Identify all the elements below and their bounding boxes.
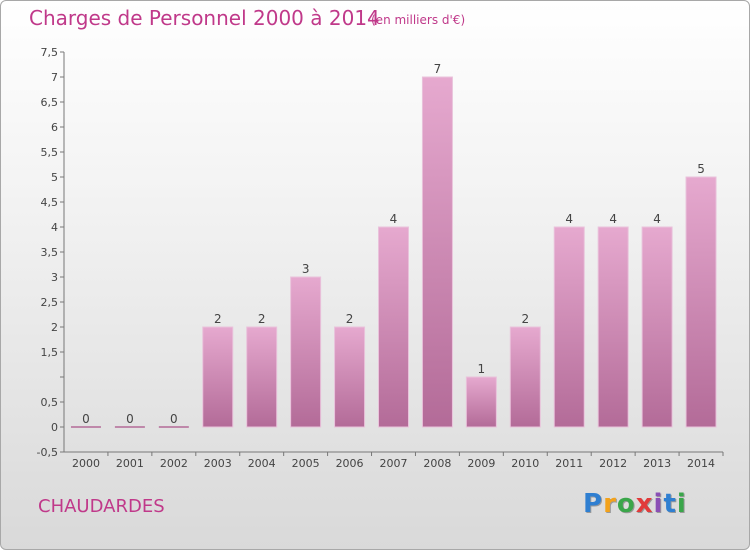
data-label: 0 [170, 412, 178, 426]
data-label: 3 [302, 262, 310, 276]
commune-name: CHAUDARDES [38, 496, 165, 517]
data-label: 0 [82, 412, 90, 426]
data-label: 4 [609, 212, 617, 226]
bar [509, 326, 541, 428]
y-tick-label: 6,5 [41, 96, 59, 109]
x-tick-label: 2004 [248, 457, 276, 470]
logo-letter: r [603, 489, 617, 519]
logo-letter: o [616, 489, 636, 519]
x-tick-label: 2013 [643, 457, 671, 470]
chart-title: Charges de Personnel 2000 à 2014 [29, 6, 380, 30]
proxiti-logo[interactable]: Proxiti [583, 489, 687, 519]
x-tick-label: 2002 [160, 457, 188, 470]
y-tick-label: 7 [51, 71, 58, 84]
logo-letter: t [663, 489, 677, 519]
x-tick-label: 2000 [72, 457, 100, 470]
y-tick-label: 6 [51, 121, 58, 134]
x-tick-label: 2008 [423, 457, 451, 470]
data-label: 4 [653, 212, 661, 226]
data-label: 1 [478, 362, 486, 376]
y-tick-label: 2 [51, 321, 58, 334]
logo-letter: x [635, 489, 654, 519]
y-tick-label: 0 [51, 421, 58, 434]
x-tick-label: 2003 [204, 457, 232, 470]
logo-letter: P [583, 489, 604, 519]
x-tick-label: 2009 [467, 457, 495, 470]
bar [641, 226, 673, 428]
data-label: 7 [434, 62, 442, 76]
chart-subtitle: (en milliers d'€) [371, 13, 466, 27]
bars [70, 76, 717, 428]
bar [685, 176, 717, 428]
y-axis: -0,5 0 0,5 1,5 2 2,5 3 3,5 4 4,5 5 5,5 6 6,5 7 7,5 [37, 46, 65, 459]
logo-letter: i [676, 489, 687, 519]
y-tick-label: 1,5 [41, 346, 59, 359]
bar [465, 376, 497, 428]
data-label: 5 [697, 162, 705, 176]
data-label: 2 [346, 312, 354, 326]
y-tick-label: 4 [51, 221, 58, 234]
bar [597, 226, 629, 428]
x-axis: 2000 2001 2002 2003 2004 2005 2006 2007 2008 2009… [64, 451, 724, 470]
x-tick-label: 2012 [599, 457, 627, 470]
y-tick-label: 7,5 [41, 46, 59, 59]
logo-letter: i [653, 489, 664, 519]
data-labels: 0 0 0 2 2 3 2 4 7 1 2 4 4 4 5 [82, 62, 705, 426]
data-label: 2 [214, 312, 222, 326]
y-tick-label: 0,5 [41, 396, 59, 409]
y-tick-label: 5,5 [41, 146, 59, 159]
bar [553, 226, 585, 428]
x-tick-label: 2005 [292, 457, 320, 470]
y-tick-label: 2,5 [41, 296, 59, 309]
x-tick-label: 2007 [380, 457, 408, 470]
x-tick-label: 2014 [687, 457, 715, 470]
data-label: 4 [565, 212, 573, 226]
bar [290, 276, 322, 428]
data-label: 4 [390, 212, 398, 226]
data-label: 2 [258, 312, 266, 326]
x-tick-label: 2001 [116, 457, 144, 470]
x-tick-label: 2010 [511, 457, 539, 470]
y-tick-label: 4,5 [41, 196, 59, 209]
data-label: 2 [521, 312, 529, 326]
y-tick-label: 5 [51, 171, 58, 184]
y-tick-label: 3,5 [41, 246, 59, 259]
bar [202, 326, 234, 428]
data-label: 0 [126, 412, 134, 426]
bar [334, 326, 366, 428]
y-tick-label: 3 [51, 271, 58, 284]
bar [421, 76, 453, 428]
bar [378, 226, 409, 428]
x-tick-label: 2006 [336, 457, 364, 470]
x-tick-label: 2011 [555, 457, 583, 470]
y-tick-label: -0,5 [37, 446, 58, 459]
bar [246, 326, 278, 428]
